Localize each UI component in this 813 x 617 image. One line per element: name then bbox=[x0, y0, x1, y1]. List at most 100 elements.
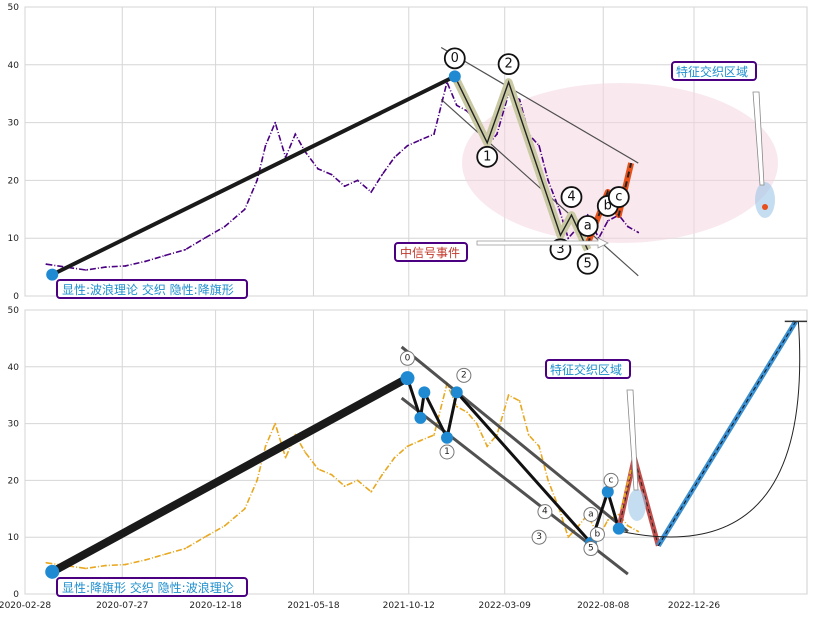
price-point bbox=[164, 254, 166, 257]
y-tick-label: 20 bbox=[8, 476, 20, 486]
price-point bbox=[124, 265, 127, 267]
price-point bbox=[466, 411, 469, 414]
wave-label-text: 2 bbox=[461, 370, 467, 380]
event-label-box bbox=[394, 242, 468, 262]
wave-label-circle bbox=[537, 504, 553, 520]
wave-label-circle bbox=[589, 526, 605, 542]
event-arrow bbox=[476, 237, 609, 249]
price-point bbox=[330, 173, 333, 176]
y-tick-label: 50 bbox=[8, 306, 20, 316]
wave-label-text: 4 bbox=[542, 507, 548, 517]
channel-line bbox=[440, 46, 639, 164]
x-tick-label: 2022-03-09 bbox=[479, 601, 532, 611]
price-point bbox=[538, 445, 540, 448]
wave-label-circle bbox=[576, 252, 599, 275]
price-point bbox=[356, 479, 359, 482]
wave-label-circle bbox=[443, 47, 466, 70]
wave-label-text: 2 bbox=[504, 57, 512, 72]
price-point bbox=[45, 561, 48, 564]
price-point bbox=[343, 485, 346, 487]
zone-label-box bbox=[545, 359, 631, 379]
price-point bbox=[393, 156, 396, 159]
price-point bbox=[637, 530, 640, 533]
wave-marker bbox=[45, 564, 60, 579]
wave-label-text: 4 bbox=[567, 190, 575, 205]
wave-label-circle bbox=[583, 506, 599, 522]
orange-dash bbox=[620, 468, 633, 510]
y-tick-label: 50 bbox=[8, 3, 20, 13]
price-point bbox=[356, 179, 359, 182]
intersection-ellipse bbox=[462, 83, 778, 243]
channel-line bbox=[440, 99, 639, 277]
price-point bbox=[124, 563, 127, 566]
price-point bbox=[433, 434, 435, 436]
y-tick-label: 30 bbox=[8, 119, 20, 129]
forecast-arc bbox=[621, 321, 801, 538]
zone-label-box bbox=[671, 61, 757, 81]
price-point bbox=[577, 524, 580, 527]
price-point bbox=[547, 479, 550, 482]
price-point bbox=[144, 559, 147, 561]
price-point bbox=[85, 567, 87, 570]
y-tick-label: 40 bbox=[8, 61, 20, 71]
x-tick-label: 2021-10-12 bbox=[383, 601, 435, 611]
price-point bbox=[203, 536, 206, 539]
pattern-label-box bbox=[56, 577, 248, 597]
y-tick-label: 0 bbox=[13, 292, 19, 302]
price-point bbox=[626, 524, 629, 527]
price-point bbox=[381, 173, 384, 176]
price-point bbox=[223, 524, 226, 527]
wave-marker bbox=[400, 371, 415, 386]
price-point bbox=[419, 439, 422, 442]
wave-marker bbox=[612, 522, 625, 535]
price-point bbox=[274, 422, 277, 425]
price-point bbox=[406, 144, 409, 147]
price-point bbox=[547, 179, 550, 182]
wave-marker bbox=[450, 386, 463, 399]
zone-label: 特征交织区域 bbox=[671, 61, 765, 186]
price-point bbox=[393, 456, 396, 459]
wave-label-text: a bbox=[588, 509, 594, 519]
peak-marker bbox=[448, 70, 461, 83]
price-point bbox=[330, 473, 333, 476]
price-point bbox=[317, 468, 319, 470]
price-point bbox=[455, 405, 458, 408]
wave-label-text: 3 bbox=[556, 242, 564, 257]
wave-label-text: c bbox=[609, 475, 614, 485]
wave-label-circle bbox=[439, 444, 455, 460]
wave-marker bbox=[414, 411, 427, 424]
price-point bbox=[475, 422, 478, 425]
wave-label-text: 1 bbox=[483, 149, 491, 164]
plot-area bbox=[24, 309, 808, 595]
price-point bbox=[626, 225, 629, 228]
price-point bbox=[264, 445, 267, 448]
wave-label-circle bbox=[531, 529, 547, 545]
wave-label-text: 0 bbox=[451, 51, 459, 66]
wave-path bbox=[454, 76, 589, 251]
price-point bbox=[294, 133, 297, 136]
price-point bbox=[85, 269, 87, 271]
y-tick-label: 0 bbox=[13, 590, 19, 600]
price-point bbox=[637, 231, 640, 234]
pattern-label-text: 显性:波浪理论 交织 隐性:降旗形 bbox=[62, 282, 234, 297]
y-tick-label: 10 bbox=[8, 533, 20, 543]
price-point bbox=[370, 191, 373, 193]
price-point bbox=[184, 547, 187, 550]
price-point bbox=[527, 434, 530, 436]
price-point bbox=[370, 490, 373, 493]
y-tick-label: 40 bbox=[8, 363, 20, 373]
wave-label-circle bbox=[497, 53, 520, 76]
plot-content bbox=[45, 320, 807, 579]
start-marker bbox=[46, 268, 59, 281]
price-point bbox=[558, 208, 561, 211]
zone-arrow bbox=[752, 91, 765, 186]
price-point bbox=[256, 179, 258, 182]
price-point bbox=[274, 121, 277, 124]
x-tick-label: 2020-12-18 bbox=[189, 601, 242, 611]
wave-label-text: 0 bbox=[405, 353, 411, 363]
wave-marker bbox=[441, 431, 454, 444]
price-point bbox=[507, 394, 510, 397]
price-point bbox=[455, 104, 458, 107]
price-point bbox=[567, 536, 570, 539]
